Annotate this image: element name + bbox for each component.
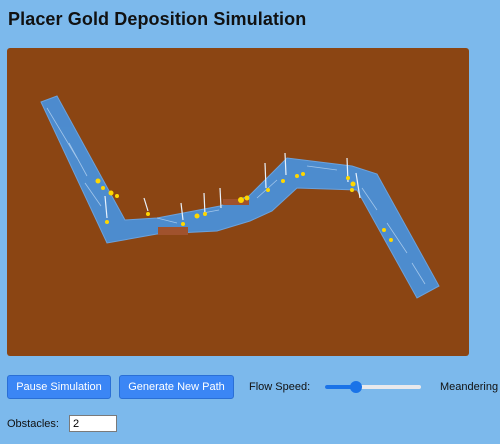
gold-particle <box>181 222 185 226</box>
gold-particle <box>301 172 305 176</box>
gold-particle <box>95 178 101 184</box>
gold-particle <box>266 188 270 192</box>
pause-simulation-button[interactable]: Pause Simulation <box>7 375 111 399</box>
obstacles <box>158 199 249 235</box>
gold-particle <box>350 188 354 192</box>
flow-speed-slider-fill <box>325 385 356 389</box>
obstacle <box>223 199 249 205</box>
gold-particle <box>281 179 285 183</box>
gold-particle <box>346 176 350 180</box>
gold-particle <box>389 238 393 242</box>
simulation-canvas[interactable] <box>7 48 469 356</box>
obstacle <box>158 227 188 235</box>
gold-particles <box>95 172 393 242</box>
generate-new-path-button[interactable]: Generate New Path <box>119 375 234 399</box>
meandering-label: Meandering <box>440 381 499 393</box>
obstacles-label: Obstacles: <box>7 418 59 430</box>
flow-speed-slider[interactable] <box>325 381 421 393</box>
gold-particle <box>194 213 200 219</box>
gold-particle <box>108 190 114 196</box>
gold-particle <box>244 195 250 201</box>
river-simulation-svg <box>40 95 440 299</box>
page-title: Placer Gold Deposition Simulation <box>8 9 307 29</box>
gold-particle <box>295 174 299 178</box>
gold-particle <box>203 212 207 216</box>
river-channel <box>40 95 440 299</box>
gold-particle <box>115 194 119 198</box>
gold-particle <box>350 181 356 187</box>
flow-markers <box>104 152 361 221</box>
gold-particle <box>382 228 386 232</box>
gold-particle <box>238 197 244 203</box>
gold-particle <box>146 212 150 216</box>
gold-particle <box>105 220 109 224</box>
gold-particle <box>101 186 105 190</box>
flow-speed-slider-thumb[interactable] <box>349 381 362 393</box>
obstacles-input[interactable] <box>69 415 117 432</box>
flow-speed-label: Flow Speed: <box>249 381 311 393</box>
